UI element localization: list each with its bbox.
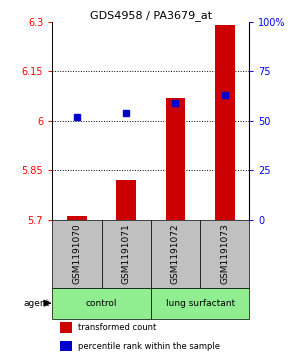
Text: transformed count: transformed count: [78, 323, 156, 332]
Text: GSM1191073: GSM1191073: [220, 223, 229, 284]
Bar: [215, 25, 235, 220]
Bar: [166, 98, 185, 220]
Bar: [52, 288, 151, 319]
Text: percentile rank within the sample: percentile rank within the sample: [78, 342, 220, 351]
Bar: [60, 341, 72, 351]
Bar: [52, 220, 102, 288]
Text: GSM1191070: GSM1191070: [72, 223, 81, 284]
Text: control: control: [86, 299, 117, 308]
Bar: [102, 220, 151, 288]
Bar: [60, 322, 72, 333]
Bar: [200, 220, 249, 288]
Bar: [116, 180, 136, 220]
Text: lung surfactant: lung surfactant: [166, 299, 235, 308]
Text: GSM1191071: GSM1191071: [122, 223, 131, 284]
Text: agent: agent: [23, 299, 50, 308]
Title: GDS4958 / PA3679_at: GDS4958 / PA3679_at: [90, 9, 212, 21]
Bar: [67, 216, 87, 220]
Bar: [151, 288, 249, 319]
Text: GSM1191072: GSM1191072: [171, 223, 180, 284]
Bar: [151, 220, 200, 288]
